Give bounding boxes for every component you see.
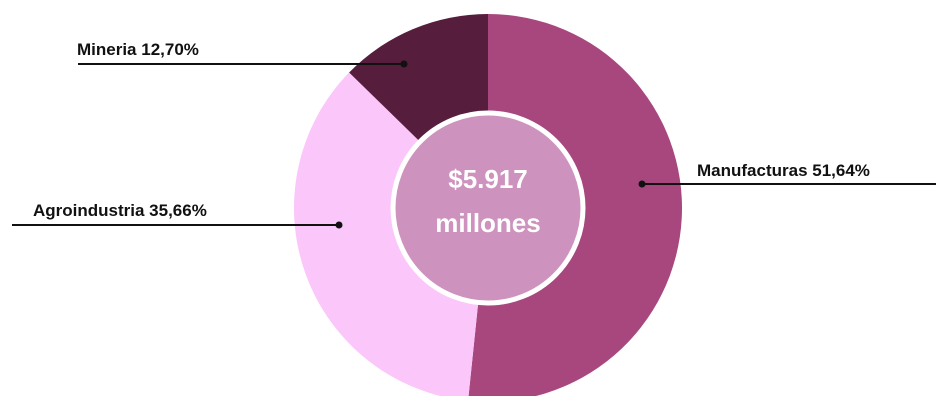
center-value-text: $5.917 (448, 164, 528, 194)
leader-dot-agroindustria (336, 222, 343, 229)
label-group-agroindustria: Agroindustria 35,66% (12, 201, 343, 229)
slice-label-agroindustria: Agroindustria 35,66% (33, 201, 207, 220)
center-unit-text: millones (435, 208, 540, 238)
leader-dot-manufacturas (639, 181, 646, 188)
slice-label-manufacturas: Manufacturas 51,64% (697, 161, 870, 180)
slice-label-mineria: Mineria 12,70% (77, 40, 199, 59)
label-group-mineria: Mineria 12,70% (77, 40, 408, 68)
label-group-manufacturas: Manufacturas 51,64% (639, 161, 936, 188)
center-layer: $5.917 millones (393, 113, 583, 303)
leader-dot-mineria (401, 61, 408, 68)
